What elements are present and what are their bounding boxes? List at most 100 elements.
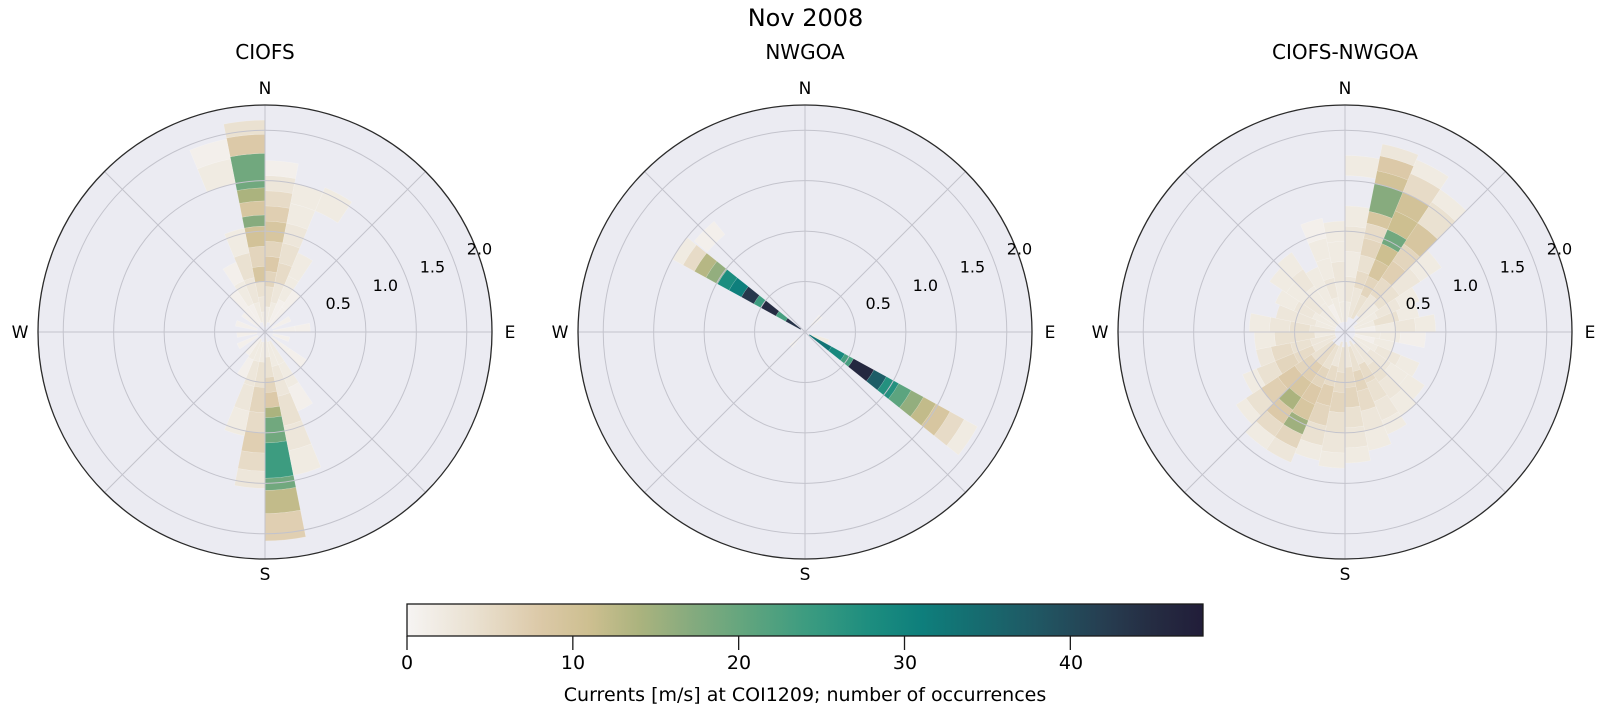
histogram-wedge-segment (1248, 313, 1272, 333)
histogram-wedge-segment (264, 175, 296, 194)
histogram-wedge-segment (236, 334, 259, 350)
histogram-wedge-segment (1376, 155, 1415, 181)
histogram-wedge-segment (234, 468, 266, 489)
histogram-wedge-segment (1294, 438, 1323, 461)
histogram-wedge-segment (189, 138, 231, 170)
histogram-wedge-segment (1394, 354, 1420, 378)
histogram-wedge-segment (237, 450, 266, 472)
histogram-wedge-segment (1235, 397, 1262, 426)
compass-label-w: W (552, 323, 569, 343)
histogram-wedge-segment (811, 334, 830, 345)
histogram-wedge-segment (272, 333, 291, 342)
histogram-wedge-segment (921, 403, 951, 436)
grid-spoke (264, 331, 426, 493)
histogram-wedge-segment (899, 389, 924, 417)
histogram-wedge-segment (808, 334, 832, 352)
histogram-wedge-segment (946, 419, 978, 456)
histogram-wedge-segment (1353, 312, 1378, 329)
histogram-wedge-segment (239, 200, 266, 218)
histogram-wedge-segment (1266, 436, 1298, 463)
grid-spoke (104, 331, 266, 493)
histogram-wedge-segment (728, 277, 749, 298)
compass-label-e: E (505, 323, 516, 343)
radial-tick-label: 1.5 (1500, 258, 1525, 277)
compass-label-e: E (1585, 323, 1596, 343)
histogram-wedge-segment (278, 242, 301, 268)
colorbar-tick-label-40: 40 (1058, 652, 1084, 674)
histogram-wedge-segment (1269, 316, 1291, 333)
histogram-wedge-segment (233, 382, 255, 412)
compass-label-w: W (12, 323, 29, 343)
compass-label-n: N (259, 79, 272, 99)
histogram-wedge-segment (226, 134, 266, 158)
histogram-wedge-segment (264, 240, 284, 259)
grid-spoke (104, 171, 266, 333)
subplot-title-ciofs: CIOFS (235, 40, 295, 64)
polar-axes-outline (577, 104, 1033, 560)
grid-spoke (1184, 171, 1346, 333)
histogram-wedge-segment (1242, 368, 1266, 395)
histogram-wedge-segment (1379, 143, 1419, 167)
colorbar-tick-label-10: 10 (560, 652, 586, 674)
histogram-wedge-segment (1274, 423, 1303, 449)
radial-tick-label: 0.5 (326, 294, 351, 313)
grid-spoke (804, 331, 966, 493)
colorbar-tick-label-0: 0 (400, 652, 414, 674)
radial-tick-label: 1.5 (420, 258, 445, 277)
colorbar-tick-label-30: 30 (892, 652, 918, 674)
histogram-wedge-segment (233, 252, 255, 282)
radial-tick-label: 2.0 (1007, 240, 1032, 259)
histogram-wedge-segment (1310, 333, 1337, 346)
histogram-wedge-segment (264, 205, 290, 224)
colorbar-axis-label: Currents [m/s] at COI1209; number of occ… (563, 684, 1047, 706)
histogram-wedge-segment (241, 214, 266, 229)
histogram-wedge-segment (1321, 430, 1346, 454)
histogram-wedge-segment (264, 509, 307, 542)
histogram-wedge-segment (278, 275, 299, 303)
grid-spoke (1184, 331, 1346, 493)
compass-label-e: E (1045, 323, 1056, 343)
compass-label-n: N (1339, 79, 1352, 99)
histogram-wedge-segment (1344, 445, 1371, 464)
subplot-title-ciofs-nwgoa: CIOFS-NWGOA (1272, 40, 1418, 64)
histogram-wedge-segment (264, 405, 283, 419)
histogram-wedge-segment (236, 187, 266, 204)
grid-spoke (264, 171, 426, 333)
histogram-wedge-segment (1347, 287, 1363, 319)
histogram-wedge-segment (1300, 217, 1327, 244)
grid-spoke (804, 171, 966, 333)
histogram-wedge-segment (1391, 267, 1421, 296)
colorbar-tick-label-20: 20 (726, 652, 752, 674)
histogram-wedge-segment (1395, 302, 1420, 322)
radial-tick-label: 1.0 (913, 276, 938, 295)
histogram-wedge-segment (1312, 335, 1337, 352)
histogram-wedge-segment (1344, 155, 1380, 179)
histogram-wedge-segment (283, 420, 312, 452)
histogram-wedge-segment (287, 381, 313, 412)
compass-label-w: W (1092, 323, 1109, 343)
grid-spoke (1344, 171, 1506, 333)
histogram-wedge-segment (1355, 303, 1379, 324)
histogram-wedge-segment (1331, 340, 1344, 367)
histogram-wedge-segment (785, 317, 802, 330)
subplot-title-nwgoa: NWGOA (765, 40, 845, 64)
radial-tick-label: 1.0 (1453, 276, 1478, 295)
histogram-wedge-segment (222, 261, 245, 287)
histogram-wedge-segment (1270, 342, 1295, 362)
histogram-wedge-segment (224, 227, 250, 258)
radial-tick-label: 2.0 (1547, 240, 1572, 259)
histogram-wedge-segment (264, 271, 278, 288)
radial-tick-label: 0.5 (866, 294, 891, 313)
radial-tick-label: 0.5 (1406, 294, 1431, 313)
histogram-wedge-segment (1356, 254, 1376, 275)
histogram-wedge-segment (268, 340, 285, 365)
histogram-wedge-segment (277, 392, 303, 427)
histogram-wedge-segment (271, 315, 292, 330)
radial-tick-label: 1.5 (960, 258, 985, 277)
histogram-wedge-segment (1381, 411, 1408, 435)
grid-spoke (644, 171, 806, 333)
histogram-wedge-segment (278, 361, 299, 389)
histogram-wedge-segment (235, 320, 258, 331)
